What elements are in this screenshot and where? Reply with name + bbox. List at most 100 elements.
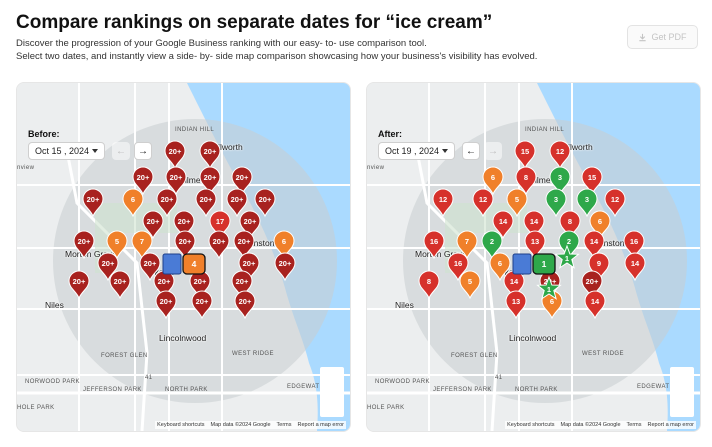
- rank-pin[interactable]: 14: [583, 230, 605, 260]
- rank-pin[interactable]: 20+: [173, 210, 195, 240]
- rank-pin[interactable]: 20+: [274, 252, 296, 282]
- rank-pin[interactable]: 20+: [231, 166, 253, 196]
- rank-pin[interactable]: 12: [549, 140, 571, 170]
- rank-pin[interactable]: 20+: [239, 210, 261, 240]
- before-next-date-button[interactable]: →: [134, 142, 152, 160]
- rank-pin[interactable]: 20+: [174, 230, 196, 260]
- rank-pin[interactable]: 6: [122, 188, 144, 218]
- rank-pin[interactable]: 14: [624, 252, 646, 282]
- rank-pin-label: 8: [524, 173, 528, 182]
- rank-pin[interactable]: 9: [588, 252, 610, 282]
- rank-pin[interactable]: 20+: [68, 270, 90, 300]
- rank-pin[interactable]: 13: [524, 230, 546, 260]
- rank-pin-label: 20+: [259, 195, 272, 204]
- rank-pin[interactable]: 16: [423, 230, 445, 260]
- rank-pin[interactable]: 3: [545, 188, 567, 218]
- rank-pin[interactable]: 12: [604, 188, 626, 218]
- rank-pin[interactable]: 20+: [191, 290, 213, 320]
- rank-pin[interactable]: 5: [459, 270, 481, 300]
- before-date-select[interactable]: Oct 15 , 2024: [28, 142, 105, 160]
- rank-pin[interactable]: 8: [418, 270, 440, 300]
- map-after[interactable]: INDIAN HILL Kenilworth Wilmette Evanston…: [366, 82, 701, 432]
- rank-pin[interactable]: 20+: [208, 230, 230, 260]
- business-rank-label: 4: [192, 259, 197, 269]
- rank-pin[interactable]: 14: [492, 210, 514, 240]
- rank-pin[interactable]: 8: [515, 166, 537, 196]
- rank-pin[interactable]: 20+: [254, 188, 276, 218]
- rank-pin[interactable]: 20+: [156, 188, 178, 218]
- terms-link[interactable]: Terms: [276, 422, 292, 428]
- rank-pin[interactable]: 16: [623, 230, 645, 260]
- get-pdf-button[interactable]: Get PDF: [627, 25, 698, 49]
- rank-pin[interactable]: 20+: [109, 270, 131, 300]
- rank-pin[interactable]: 5: [106, 230, 128, 260]
- report-map-error-link[interactable]: Report a map error: [297, 422, 344, 428]
- rank-pin[interactable]: 6: [589, 210, 611, 240]
- business-location[interactable]: 4: [162, 253, 206, 275]
- rank-pin[interactable]: 20+: [139, 252, 161, 282]
- report-map-error-link[interactable]: Report a map error: [647, 422, 694, 428]
- rank-pin[interactable]: 12: [472, 188, 494, 218]
- rank-pin[interactable]: 8: [559, 210, 581, 240]
- rank-pin[interactable]: 20+: [581, 270, 603, 300]
- rank-pin-label: 20+: [200, 195, 213, 204]
- rank-pin[interactable]: 20+: [132, 166, 154, 196]
- keyboard-shortcuts-link[interactable]: Keyboard shortcuts: [507, 422, 555, 428]
- rank-pin[interactable]: 12: [432, 188, 454, 218]
- rank-pin-label: 16: [430, 237, 438, 246]
- rank-pin-label: 20+: [114, 277, 127, 286]
- rank-pin[interactable]: 20+: [199, 166, 221, 196]
- rank-pin-label: 7: [465, 237, 469, 246]
- rank-pin[interactable]: 20+: [199, 140, 221, 170]
- top-rank-star[interactable]: 1: [554, 244, 580, 269]
- rank-pin[interactable]: 20+: [165, 166, 187, 196]
- rank-pin[interactable]: 3: [549, 166, 571, 196]
- after-prev-date-button[interactable]: ←: [462, 142, 480, 160]
- rank-pin-label: 16: [454, 259, 462, 268]
- rank-pin[interactable]: 14: [523, 210, 545, 240]
- terms-link[interactable]: Terms: [626, 422, 642, 428]
- rank-pin[interactable]: 6: [273, 230, 295, 260]
- top-rank-star[interactable]: 1: [536, 275, 562, 300]
- rank-pin-label: 6: [131, 195, 135, 204]
- rank-pin[interactable]: 20+: [164, 140, 186, 170]
- rank-pin[interactable]: 3: [576, 188, 598, 218]
- rank-pin[interactable]: 20+: [73, 230, 95, 260]
- rank-pin[interactable]: 6: [482, 166, 504, 196]
- business-location[interactable]: 1: [512, 253, 556, 275]
- rank-pin-label: 8: [427, 277, 431, 286]
- place-kenilworth: Kenilworth: [203, 142, 243, 152]
- rank-pin-label: 2: [490, 237, 494, 246]
- rank-pin[interactable]: 5: [506, 188, 528, 218]
- rank-pin-label: 14: [499, 217, 508, 226]
- rank-pin[interactable]: 20+: [97, 252, 119, 282]
- rank-pin[interactable]: 20+: [142, 210, 164, 240]
- rank-pin-label: 20+: [243, 259, 256, 268]
- rank-pin[interactable]: 17: [209, 210, 231, 240]
- rank-pin[interactable]: 20+: [195, 188, 217, 218]
- rank-pin[interactable]: 20+: [233, 230, 255, 260]
- rank-pin[interactable]: 20+: [234, 290, 256, 320]
- rank-pin[interactable]: 7: [456, 230, 478, 260]
- rank-pin[interactable]: 7: [131, 230, 153, 260]
- rank-pin[interactable]: 2: [558, 230, 580, 260]
- rank-pin[interactable]: 15: [514, 140, 536, 170]
- rank-pin[interactable]: 13: [505, 290, 527, 320]
- rank-pin[interactable]: 20+: [82, 188, 104, 218]
- before-prev-date-button[interactable]: ←: [112, 142, 130, 160]
- rank-pin-label: 15: [588, 173, 596, 182]
- rank-pin[interactable]: 20+: [238, 252, 260, 282]
- rank-pin[interactable]: 20+: [226, 188, 248, 218]
- keyboard-shortcuts-link[interactable]: Keyboard shortcuts: [157, 422, 205, 428]
- rank-pin[interactable]: 16: [447, 252, 469, 282]
- rank-pin[interactable]: 20+: [155, 290, 177, 320]
- rank-pin[interactable]: 6: [489, 252, 511, 282]
- after-next-date-button[interactable]: →: [484, 142, 502, 160]
- rank-pin[interactable]: 14: [584, 290, 606, 320]
- map-before[interactable]: INDIAN HILL Kenilworth Wilmette Evanston…: [16, 82, 351, 432]
- rank-pin[interactable]: 20+: [231, 270, 253, 300]
- rank-pin[interactable]: 15: [581, 166, 603, 196]
- rank-pin[interactable]: 2: [481, 230, 503, 260]
- after-date-select[interactable]: Oct 19 , 2024: [378, 142, 455, 160]
